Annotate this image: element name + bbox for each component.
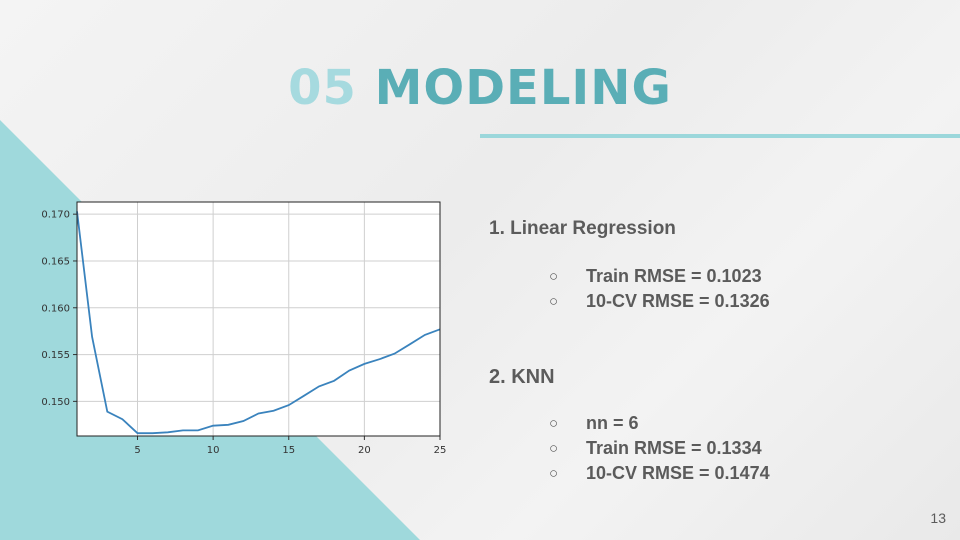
list-item: ○ 10-CV RMSE = 0.1326 (489, 289, 929, 314)
list-item-text: nn = 6 (586, 413, 639, 433)
model-results: 1. Linear Regression ○ Train RMSE = 0.102… (489, 218, 929, 486)
x-tick-label: 10 (207, 445, 220, 456)
list-item: ○ Train RMSE = 0.1023 (489, 264, 929, 289)
bullet-circle-icon: ○ (549, 415, 559, 432)
list-item: ○ 10-CV RMSE = 0.1474 (489, 461, 929, 486)
y-tick-label: 0.170 (41, 210, 70, 221)
bullet-circle-icon: ○ (549, 440, 559, 457)
bullet-circle-icon: ○ (549, 268, 559, 285)
plot-frame (76, 201, 441, 437)
x-tick-label: 5 (134, 445, 140, 456)
bullet-circle-icon: ○ (549, 465, 559, 482)
title-word: MODELING (374, 60, 672, 116)
section-heading-knn: 2. KNN (489, 366, 555, 388)
x-tick-label: 25 (434, 445, 447, 456)
y-tick-label: 0.155 (41, 350, 70, 361)
list-item-text: Train RMSE = 0.1023 (586, 266, 762, 286)
x-tick-label: 20 (358, 445, 371, 456)
list-item: ○ nn = 6 (489, 411, 929, 436)
chart-svg: 5 10 15 20 25 0.150 0.155 0.160 0.165 0.170 (41, 201, 447, 456)
list-item-text: 10-CV RMSE = 0.1326 (586, 291, 770, 311)
list-item: ○ Train RMSE = 0.1334 (489, 436, 929, 461)
page-number: 13 (930, 510, 946, 526)
slide-title: 05 MODELING (0, 58, 960, 118)
bullet-circle-icon: ○ (549, 293, 559, 310)
x-tick-label: 15 (282, 445, 295, 456)
section-heading-linear-regression: 1. Linear Regression (489, 218, 676, 239)
title-number: 05 (288, 60, 357, 116)
title-underline (480, 134, 960, 138)
list-item-text: Train RMSE = 0.1334 (586, 438, 762, 458)
y-tick-label: 0.165 (41, 256, 70, 267)
list-item-text: 10-CV RMSE = 0.1474 (586, 463, 770, 483)
y-tick-label: 0.150 (41, 397, 70, 408)
rmse-line-chart: 5 10 15 20 25 0.150 0.155 0.160 0.165 0.170 (28, 196, 458, 458)
y-tick-label: 0.160 (41, 303, 70, 314)
